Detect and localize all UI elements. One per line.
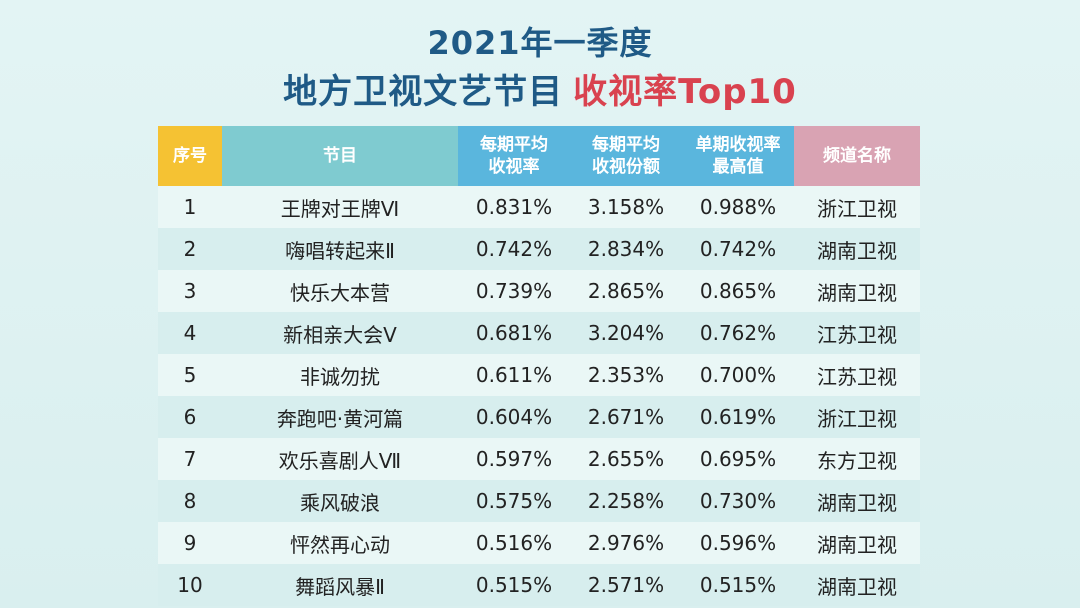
header-max-rating: 单期收视率 最高值 [682, 126, 794, 186]
header-no: 序号 [158, 126, 222, 186]
cell-channel: 江苏卫视 [794, 312, 920, 354]
cell-avg-share: 2.976% [570, 522, 682, 564]
cell-avg-share: 2.834% [570, 228, 682, 270]
cell-program: 非诚勿扰 [222, 354, 458, 396]
cell-no: 2 [158, 228, 222, 270]
cell-channel: 浙江卫视 [794, 396, 920, 438]
ratings-table: 序号 节目 每期平均 收视率 每期平均 收视份额 单期收视率 最高值 频道名称 … [158, 126, 920, 606]
cell-channel: 江苏卫视 [794, 354, 920, 396]
cell-no: 4 [158, 312, 222, 354]
table-body: 1 王牌对王牌Ⅵ 0.831% 3.158% 0.988% 浙江卫视 2 嗨唱转… [158, 186, 920, 606]
cell-program: 王牌对王牌Ⅵ [222, 186, 458, 228]
cell-no: 1 [158, 186, 222, 228]
table-row: 3 快乐大本营 0.739% 2.865% 0.865% 湖南卫视 [158, 270, 920, 312]
cell-avg-rating: 0.515% [458, 564, 570, 606]
cell-avg-rating: 0.516% [458, 522, 570, 564]
header-avg-share-line2: 收视份额 [592, 157, 660, 177]
cell-channel: 东方卫视 [794, 438, 920, 480]
page-title: 地方卫视文艺节目 收视率Top10 [0, 64, 1080, 113]
header-avg-share: 每期平均 收视份额 [570, 126, 682, 186]
table-row: 4 新相亲大会Ⅴ 0.681% 3.204% 0.762% 江苏卫视 [158, 312, 920, 354]
cell-avg-rating: 0.597% [458, 438, 570, 480]
cell-no: 7 [158, 438, 222, 480]
table-row: 10 舞蹈风暴Ⅱ 0.515% 2.571% 0.515% 湖南卫视 [158, 564, 920, 606]
cell-avg-share: 2.258% [570, 480, 682, 522]
cell-no: 6 [158, 396, 222, 438]
cell-no: 8 [158, 480, 222, 522]
cell-avg-share: 2.353% [570, 354, 682, 396]
cell-avg-rating: 0.739% [458, 270, 570, 312]
cell-program: 怦然再心动 [222, 522, 458, 564]
page-title-accent: 收视率Top10 [573, 72, 797, 112]
table-header-row: 序号 节目 每期平均 收视率 每期平均 收视份额 单期收视率 最高值 频道名称 [158, 126, 920, 186]
cell-max-rating: 0.762% [682, 312, 794, 354]
cell-no: 9 [158, 522, 222, 564]
cell-avg-share: 2.671% [570, 396, 682, 438]
table-row: 8 乘风破浪 0.575% 2.258% 0.730% 湖南卫视 [158, 480, 920, 522]
header-channel: 频道名称 [794, 126, 920, 186]
cell-channel: 湖南卫视 [794, 228, 920, 270]
header-avg-rating: 每期平均 收视率 [458, 126, 570, 186]
header-max-rating-line1: 单期收视率 [695, 135, 781, 155]
cell-avg-rating: 0.604% [458, 396, 570, 438]
header-avg-share-line1: 每期平均 [592, 135, 660, 155]
cell-no: 5 [158, 354, 222, 396]
table-row: 5 非诚勿扰 0.611% 2.353% 0.700% 江苏卫视 [158, 354, 920, 396]
cell-max-rating: 0.695% [682, 438, 794, 480]
header-avg-rating-line2: 收视率 [488, 157, 540, 177]
cell-avg-share: 3.158% [570, 186, 682, 228]
cell-avg-share: 2.571% [570, 564, 682, 606]
cell-max-rating: 0.730% [682, 480, 794, 522]
cell-avg-share: 2.865% [570, 270, 682, 312]
cell-no: 10 [158, 564, 222, 606]
cell-avg-rating: 0.831% [458, 186, 570, 228]
cell-channel: 湖南卫视 [794, 480, 920, 522]
table-row: 1 王牌对王牌Ⅵ 0.831% 3.158% 0.988% 浙江卫视 [158, 186, 920, 228]
cell-max-rating: 0.596% [682, 522, 794, 564]
cell-max-rating: 0.515% [682, 564, 794, 606]
cell-max-rating: 0.988% [682, 186, 794, 228]
header-program: 节目 [222, 126, 458, 186]
cell-program: 奔跑吧·黄河篇 [222, 396, 458, 438]
header-avg-rating-line1: 每期平均 [480, 135, 548, 155]
cell-program: 乘风破浪 [222, 480, 458, 522]
cell-program: 欢乐喜剧人Ⅶ [222, 438, 458, 480]
table-row: 7 欢乐喜剧人Ⅶ 0.597% 2.655% 0.695% 东方卫视 [158, 438, 920, 480]
header-max-rating-line2: 最高值 [712, 157, 764, 177]
cell-avg-rating: 0.611% [458, 354, 570, 396]
cell-channel: 湖南卫视 [794, 564, 920, 606]
cell-program: 新相亲大会Ⅴ [222, 312, 458, 354]
cell-avg-rating: 0.575% [458, 480, 570, 522]
cell-channel: 湖南卫视 [794, 270, 920, 312]
cell-program: 快乐大本营 [222, 270, 458, 312]
page-title-main: 地方卫视文艺节目 [283, 72, 564, 112]
page-title-year: 2021年一季度 [427, 24, 653, 62]
table-row: 2 嗨唱转起来Ⅱ 0.742% 2.834% 0.742% 湖南卫视 [158, 228, 920, 270]
cell-avg-share: 3.204% [570, 312, 682, 354]
table-row: 6 奔跑吧·黄河篇 0.604% 2.671% 0.619% 浙江卫视 [158, 396, 920, 438]
cell-channel: 浙江卫视 [794, 186, 920, 228]
cell-max-rating: 0.742% [682, 228, 794, 270]
cell-max-rating: 0.619% [682, 396, 794, 438]
table-row: 9 怦然再心动 0.516% 2.976% 0.596% 湖南卫视 [158, 522, 920, 564]
cell-max-rating: 0.700% [682, 354, 794, 396]
cell-program: 嗨唱转起来Ⅱ [222, 228, 458, 270]
cell-channel: 湖南卫视 [794, 522, 920, 564]
cell-program: 舞蹈风暴Ⅱ [222, 564, 458, 606]
cell-avg-share: 2.655% [570, 438, 682, 480]
cell-no: 3 [158, 270, 222, 312]
cell-avg-rating: 0.681% [458, 312, 570, 354]
cell-avg-rating: 0.742% [458, 228, 570, 270]
cell-max-rating: 0.865% [682, 270, 794, 312]
